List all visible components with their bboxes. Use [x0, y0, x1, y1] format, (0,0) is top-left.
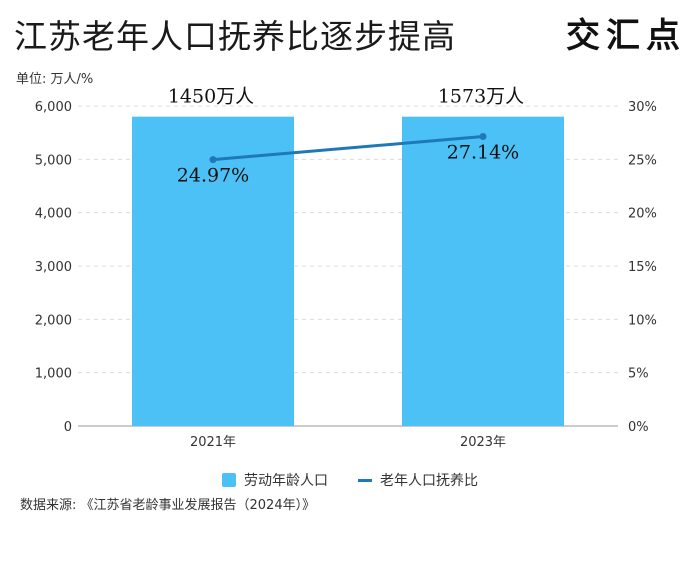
line-series	[212, 135, 484, 162]
y-right-tick-label: 20%	[628, 207, 657, 222]
y-left-tick-label: 2,000	[35, 313, 72, 328]
chart-legend: 劳动年龄人口 老年人口抚养比	[0, 470, 700, 490]
legend-line-label: 老年人口抚养比	[380, 473, 478, 489]
x-tick-label: 2023年	[460, 435, 506, 450]
x-tick-label: 2021年	[190, 435, 236, 450]
line-point	[209, 156, 217, 164]
y-right-tick-label: 10%	[628, 313, 657, 328]
bar	[132, 116, 294, 427]
combo-chart: 0 0% 1,000 5% 2,000 10% 3,000 15% 4,000 20% 5,000 2…	[35, 86, 657, 450]
line-data-label: 24.97%	[177, 165, 249, 187]
legend-item-bar: 劳动年龄人口	[222, 470, 328, 490]
y-right-tick-label: 5%	[628, 367, 649, 382]
y-right-tick-label: 0%	[628, 420, 649, 435]
y-right-tick-label: 15%	[628, 260, 657, 275]
y-left-tick-label: 6,000	[35, 100, 72, 115]
brand-logo: 交汇点	[566, 16, 686, 56]
chart-title: 江苏老年人口抚养比逐步提高	[14, 17, 456, 56]
y-left-tick-label: 1,000	[35, 367, 72, 382]
line-data-label: 27.14%	[447, 142, 519, 164]
y-right-tick-label: 25%	[628, 153, 657, 168]
y-left-tick-label: 4,000	[35, 207, 72, 222]
bar	[402, 116, 564, 427]
y-left-tick-label: 0	[64, 420, 72, 435]
data-source: 数据来源: 《江苏省老龄事业发展报告（2024年）》	[20, 498, 316, 513]
y-left-tick-label: 3,000	[35, 260, 72, 275]
bar-annotation: 1450万人	[168, 86, 254, 108]
y-right-tick-label: 30%	[628, 100, 657, 115]
legend-bar-swatch	[222, 473, 236, 487]
legend-item-line: 老年人口抚养比	[358, 470, 478, 490]
unit-label: 单位: 万人/%	[16, 72, 94, 87]
y-left-tick-label: 5,000	[35, 153, 72, 168]
bar-annotation: 1573万人	[438, 86, 524, 108]
line-point	[479, 133, 487, 141]
legend-bar-label: 劳动年龄人口	[244, 473, 328, 489]
legend-line-swatch	[358, 478, 372, 482]
